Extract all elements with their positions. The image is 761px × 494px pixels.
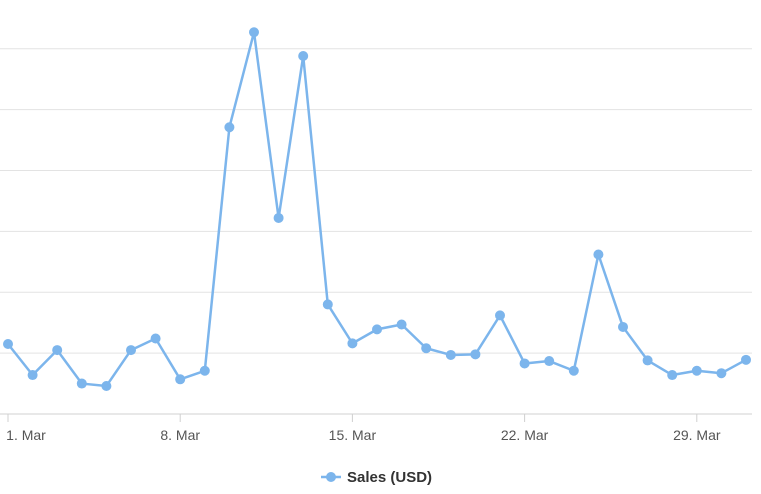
data-point[interactable]: [593, 249, 604, 260]
x-tick-label: 8. Mar: [160, 427, 200, 443]
data-point[interactable]: [519, 358, 530, 369]
data-point[interactable]: [667, 370, 678, 381]
data-point[interactable]: [568, 365, 579, 376]
series-sales[interactable]: [3, 27, 751, 391]
data-point[interactable]: [691, 365, 702, 376]
data-point[interactable]: [27, 370, 38, 381]
legend-label[interactable]: Sales (USD): [347, 469, 432, 486]
data-point[interactable]: [52, 345, 63, 356]
data-point[interactable]: [347, 338, 358, 349]
data-point[interactable]: [421, 343, 432, 354]
data-point[interactable]: [741, 354, 751, 365]
data-point[interactable]: [249, 27, 259, 38]
x-tick-label: 15. Mar: [329, 427, 377, 443]
x-tick-label: 29. Mar: [673, 427, 721, 443]
data-point[interactable]: [544, 356, 555, 367]
data-point[interactable]: [273, 212, 284, 223]
data-point[interactable]: [642, 355, 653, 366]
data-point[interactable]: [445, 349, 456, 360]
legend-marker-icon: [326, 472, 336, 482]
data-point[interactable]: [175, 374, 186, 385]
x-tick-label: 22. Mar: [501, 427, 549, 443]
data-point[interactable]: [199, 365, 210, 376]
data-point[interactable]: [716, 368, 727, 379]
data-point[interactable]: [618, 321, 628, 332]
y-gridlines: [0, 48, 752, 354]
data-point[interactable]: [224, 122, 235, 133]
data-point[interactable]: [3, 338, 13, 349]
legend[interactable]: Sales (USD): [321, 469, 432, 486]
data-point[interactable]: [101, 380, 112, 391]
data-point[interactable]: [396, 319, 407, 330]
data-point[interactable]: [126, 345, 136, 356]
data-point[interactable]: [495, 310, 505, 321]
data-point[interactable]: [76, 378, 87, 389]
data-point[interactable]: [470, 349, 481, 360]
x-axis-ticks: 1. Mar 8. Mar 15. Mar 22. Mar 29. Mar: [6, 414, 721, 443]
data-point[interactable]: [150, 333, 161, 344]
data-point[interactable]: [322, 299, 333, 310]
data-point[interactable]: [372, 324, 382, 335]
x-tick-label: 1. Mar: [6, 427, 46, 443]
data-point[interactable]: [298, 51, 309, 62]
